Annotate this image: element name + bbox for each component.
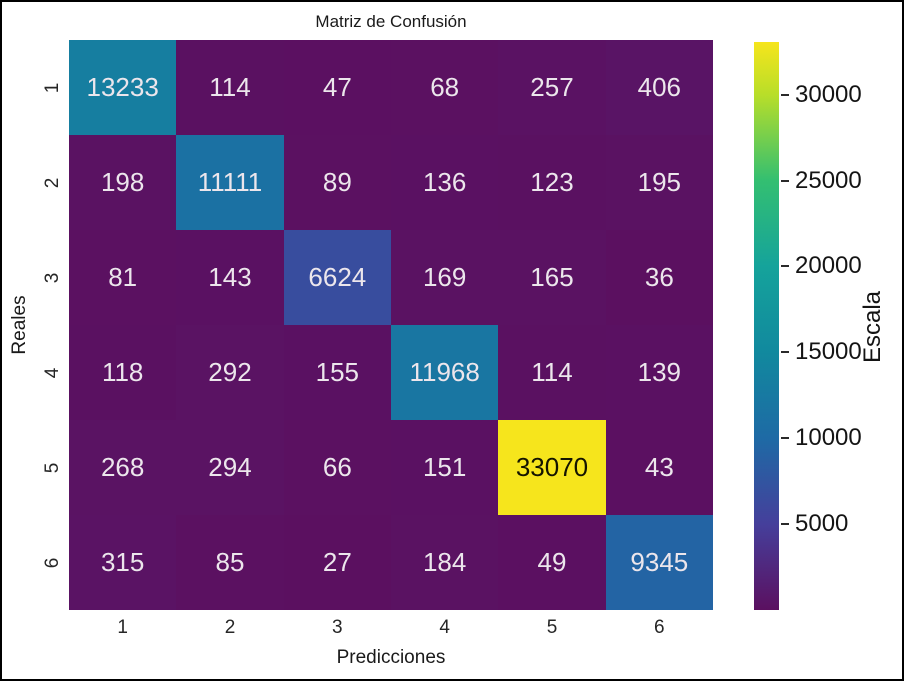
heatmap-cell: 155	[283, 325, 391, 420]
heatmap-cell: 47	[283, 40, 391, 135]
x-axis-ticks: 1 2 3 4 5 6	[69, 617, 713, 639]
heatmap-cell: 406	[605, 40, 713, 135]
heatmap-cell: 165	[498, 230, 606, 325]
heatmap-cell: 11968	[391, 325, 499, 420]
x-tick-label: 4	[439, 617, 450, 638]
heatmap-cell: 184	[391, 515, 499, 610]
heatmap-cell: 169	[391, 230, 499, 325]
heatmap-cell: 114	[498, 325, 606, 420]
heatmap-cell: 195	[605, 135, 713, 230]
colorbar-tick-label: 10000	[795, 424, 862, 452]
heatmap-cell: 33070	[498, 420, 606, 515]
chart-title: Matriz de Confusión	[315, 12, 467, 31]
heatmap-cell: 268	[69, 420, 177, 515]
heatmap-cell: 118	[69, 325, 177, 420]
heatmap-cell: 9345	[605, 515, 713, 610]
colorbar-tick-mark	[781, 179, 789, 182]
colorbar-tick-mark	[781, 437, 789, 440]
heatmap-cell: 27	[283, 515, 391, 610]
x-tick-label: 3	[332, 617, 343, 638]
colorbar-tick-mark	[781, 523, 789, 526]
colorbar-tick-label: 15000	[795, 338, 862, 366]
heatmap-cell: 89	[283, 135, 391, 230]
heatmap-cell: 36	[605, 230, 713, 325]
heatmap-cell: 85	[176, 515, 284, 610]
colorbar-tick-mark	[781, 265, 789, 268]
heatmap-cell: 43	[605, 420, 713, 515]
heatmap-cell: 136	[391, 135, 499, 230]
heatmap-cell: 294	[176, 420, 284, 515]
heatmap-cell: 66	[283, 420, 391, 515]
heatmap-cell: 151	[391, 420, 499, 515]
y-tick-label: 2	[42, 177, 63, 188]
y-tick-label: 4	[42, 367, 63, 378]
heatmap-cell: 257	[498, 40, 606, 135]
x-axis-label: Predicciones	[336, 647, 446, 668]
heatmap-cell: 143	[176, 230, 284, 325]
heatmap-cell: 123	[498, 135, 606, 230]
heatmap-cell: 6624	[283, 230, 391, 325]
heatmap-cell: 68	[391, 40, 499, 135]
heatmap-cell: 114	[176, 40, 284, 135]
x-tick-label: 1	[117, 617, 128, 638]
y-axis-label: Reales	[9, 295, 30, 355]
heatmap-cell: 198	[69, 135, 177, 230]
x-tick-label: 2	[224, 617, 236, 638]
colorbar-tick-label: 5000	[795, 510, 849, 538]
x-tick-label: 5	[546, 617, 558, 638]
heatmap-cell: 81	[69, 230, 177, 325]
colorbar-tick-mark	[781, 351, 789, 354]
colorbar-label: Escala	[859, 290, 886, 364]
heatmap-cell: 315	[69, 515, 177, 610]
y-tick-label: 6	[42, 557, 63, 568]
colorbar-tick-mark	[781, 93, 789, 96]
heatmap-cell: 139	[605, 325, 713, 420]
heatmap-cell: 49	[498, 515, 606, 610]
y-tick-label: 3	[42, 272, 63, 283]
colorbar-gradient	[754, 42, 779, 610]
colorbar-tick-label: 20000	[795, 252, 862, 280]
y-tick-label: 1	[42, 82, 63, 93]
heatmap-cell: 13233	[69, 40, 177, 135]
x-tick-label: 6	[654, 617, 665, 638]
heatmap-cell: 292	[176, 325, 284, 420]
heatmap-cell: 11111	[176, 135, 284, 230]
y-tick-label: 5	[42, 462, 63, 473]
colorbar-tick-label: 30000	[795, 80, 862, 108]
heatmap-grid: 13233 114 47 68 257 406 198 11111 89 136 123 195 81 1…	[69, 40, 713, 610]
colorbar-tick-label: 25000	[795, 166, 862, 194]
